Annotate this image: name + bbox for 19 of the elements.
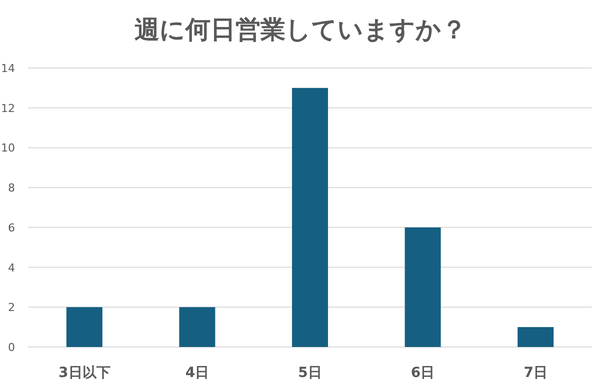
y-tick-label: 8 — [8, 182, 15, 195]
y-tick-label: 4 — [8, 261, 15, 274]
x-tick-label: 5日 — [298, 365, 322, 381]
y-tick-label: 10 — [1, 142, 15, 155]
y-tick-label: 2 — [8, 301, 15, 314]
x-tick-label: 4日 — [185, 365, 210, 381]
y-tick-label: 14 — [1, 62, 15, 75]
bar — [179, 307, 216, 347]
x-tick-label: 3日以下 — [58, 365, 110, 381]
y-tick-label: 0 — [8, 341, 15, 354]
y-tick-label: 6 — [8, 221, 15, 234]
x-tick-label: 6日 — [410, 365, 435, 381]
bar — [518, 327, 554, 347]
chart-title: 週に何日営業していますか？ — [134, 15, 466, 44]
bar — [66, 307, 102, 347]
x-tick-label: 7日 — [524, 365, 548, 381]
y-tick-label: 12 — [1, 102, 15, 115]
bar — [292, 88, 328, 347]
bar — [404, 227, 441, 347]
